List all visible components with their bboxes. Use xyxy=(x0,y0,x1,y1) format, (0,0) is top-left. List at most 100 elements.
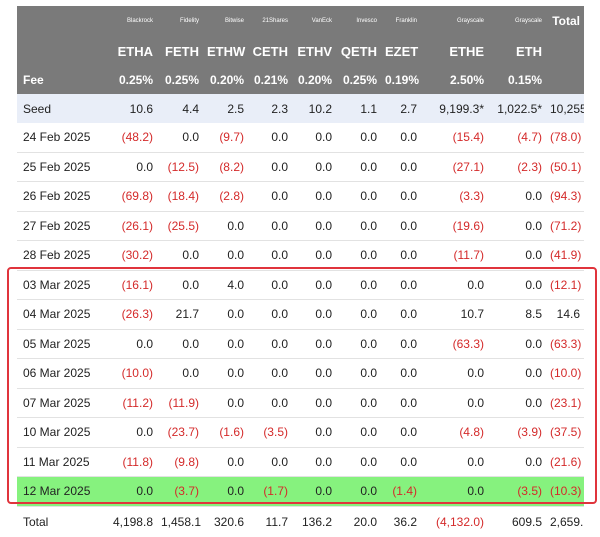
row-label: 07 Mar 2025 xyxy=(17,388,103,418)
table-cell: 0.0 xyxy=(381,299,421,330)
table-cell: 0.0 xyxy=(336,152,381,182)
table-cell: (63.3) xyxy=(546,329,584,359)
table-cell: 0.21% xyxy=(248,66,292,94)
table-cell: (15.4) xyxy=(421,123,488,153)
row-label: 10 Mar 2025 xyxy=(17,417,103,448)
table-cell: 0.0 xyxy=(336,329,381,359)
ticker-header-row: ETHA FETH ETHW CETH ETHV QETH EZET ETHE ETH xyxy=(17,36,584,66)
table-cell: 0.19% xyxy=(381,66,421,94)
table-cell: 0.0 xyxy=(292,152,336,182)
row-label: 04 Mar 2025 xyxy=(17,299,103,330)
table-cell: 0.0 xyxy=(336,476,381,507)
table-cell: 0.0 xyxy=(292,123,336,153)
row-label: 24 Feb 2025 xyxy=(17,123,103,153)
table-cell: 2.5 xyxy=(203,94,248,123)
table-cell: 0.0 xyxy=(103,329,157,359)
table-cell xyxy=(546,36,584,66)
table-cell: 0.0 xyxy=(421,476,488,507)
row-label: 06 Mar 2025 xyxy=(17,358,103,389)
table-cell: 1,022.5* xyxy=(488,94,546,123)
table-cell: (23.7) xyxy=(157,417,203,448)
table-cell: ETHA xyxy=(103,36,157,66)
table-row: 07 Mar 2025 (11.2) (11.9) 0.0 0.0 0.0 0.0 0.0 0.… xyxy=(17,388,584,418)
table-cell: 0.0 xyxy=(203,299,248,330)
table-cell: (1.7) xyxy=(248,476,292,507)
table-cell: (11.7) xyxy=(421,240,488,271)
table-cell: 0.0 xyxy=(292,417,336,448)
table-cell: 9,199.3* xyxy=(421,94,488,123)
table-row: 05 Mar 2025 0.0 0.0 0.0 0.0 0.0 0.0 0.0 (63.3) 0.… xyxy=(17,329,584,359)
table-cell: 0.0 xyxy=(292,329,336,359)
table-cell: (16.1) xyxy=(103,270,157,300)
table-cell: 21.7 xyxy=(157,299,203,330)
table-cell: 0.0 xyxy=(203,211,248,241)
table-cell: 0.0 xyxy=(248,388,292,418)
table-cell: Grayscale xyxy=(421,6,488,36)
table-cell: (3.9) xyxy=(488,417,546,448)
table-cell: 0.0 xyxy=(336,181,381,212)
table-cell: 0.0 xyxy=(336,123,381,153)
table-cell: (37.5) xyxy=(546,417,584,448)
table-cell: (23.1) xyxy=(546,388,584,418)
table-cell: 0.0 xyxy=(292,299,336,330)
table-cell: (4.7) xyxy=(488,123,546,153)
table-cell: 0.25% xyxy=(157,66,203,94)
table-row: 27 Feb 2025 (26.1) (25.5) 0.0 0.0 0.0 0.0 0.0 (1… xyxy=(17,211,584,241)
table-cell: (4.8) xyxy=(421,417,488,448)
table-cell: 0.0 xyxy=(488,240,546,271)
table-cell: (21.6) xyxy=(546,447,584,477)
table-cell: 1.1 xyxy=(336,94,381,123)
table-cell: (48.2) xyxy=(103,123,157,153)
table-cell: 0.0 xyxy=(336,447,381,477)
table-cell: ETHE xyxy=(421,36,488,66)
table-cell: (9.7) xyxy=(203,123,248,153)
table-cell: 0.0 xyxy=(248,152,292,182)
table-cell: 0.0 xyxy=(336,270,381,300)
table-cell: Franklin xyxy=(381,6,421,36)
table-row: 25 Feb 2025 0.0 (12.5) (8.2) 0.0 0.0 0.0 0.0 (27… xyxy=(17,152,584,182)
table-cell: 0.0 xyxy=(381,388,421,418)
table-cell: (12.1) xyxy=(546,270,584,300)
table-row: 11 Mar 2025 (11.8) (9.8) 0.0 0.0 0.0 0.0 0.0 0.0… xyxy=(17,447,584,477)
table-cell: (11.8) xyxy=(103,447,157,477)
total-row: Total 4,198.8 1,458.1 320.6 11.7 136.2 20.0 36.… xyxy=(17,505,584,537)
table-cell: 0.0 xyxy=(336,388,381,418)
table-cell: 0.0 xyxy=(336,358,381,389)
table-cell: 0.0 xyxy=(157,270,203,300)
table-cell: 0.0 xyxy=(292,181,336,212)
table-cell: (25.5) xyxy=(157,211,203,241)
table-cell: 320.6 xyxy=(203,505,248,537)
table-cell: 0.0 xyxy=(248,270,292,300)
table-cell: 0.0 xyxy=(488,358,546,389)
table-cell: 0.0 xyxy=(381,123,421,153)
table-cell: 0.0 xyxy=(488,211,546,241)
table-row: 28 Feb 2025 (30.2) 0.0 0.0 0.0 0.0 0.0 0.0 (11.7… xyxy=(17,240,584,271)
table-cell: 10.6 xyxy=(103,94,157,123)
table-cell: QETH xyxy=(336,36,381,66)
row-label: Total xyxy=(17,505,103,537)
table-cell: 0.0 xyxy=(248,181,292,212)
table-cell: (3.5) xyxy=(488,476,546,507)
table-cell: 8.5 xyxy=(488,299,546,330)
table-cell: 0.0 xyxy=(381,152,421,182)
table-cell: 0.0 xyxy=(248,447,292,477)
table-cell: 4.4 xyxy=(157,94,203,123)
table-cell: (9.8) xyxy=(157,447,203,477)
table-cell: (2.8) xyxy=(203,181,248,212)
table-cell: (69.8) xyxy=(103,181,157,212)
table-cell: 0.0 xyxy=(292,358,336,389)
table-cell: 1,458.1 xyxy=(157,505,203,537)
table-cell: ETHV xyxy=(292,36,336,66)
table-cell: 11.7 xyxy=(248,505,292,537)
table-cell: (26.1) xyxy=(103,211,157,241)
table-cell: 10,255 xyxy=(546,94,584,123)
table-row: 24 Feb 2025 (48.2) 0.0 (9.7) 0.0 0.0 0.0 0.0 (15… xyxy=(17,123,584,153)
seed-row: Seed 10.6 4.4 2.5 2.3 10.2 1.1 2.7 9,199.3* 1,022… xyxy=(17,94,584,123)
fee-header-row: Fee 0.25% 0.25% 0.20% 0.21% 0.20% 0.25% 0.19% 2.… xyxy=(17,66,584,94)
table-cell: 0.0 xyxy=(292,447,336,477)
table-cell: 0.0 xyxy=(157,240,203,271)
table-cell: 0.0 xyxy=(421,358,488,389)
table-cell: (1.4) xyxy=(381,476,421,507)
table-cell: 0.0 xyxy=(248,211,292,241)
table-cell: (1.6) xyxy=(203,417,248,448)
